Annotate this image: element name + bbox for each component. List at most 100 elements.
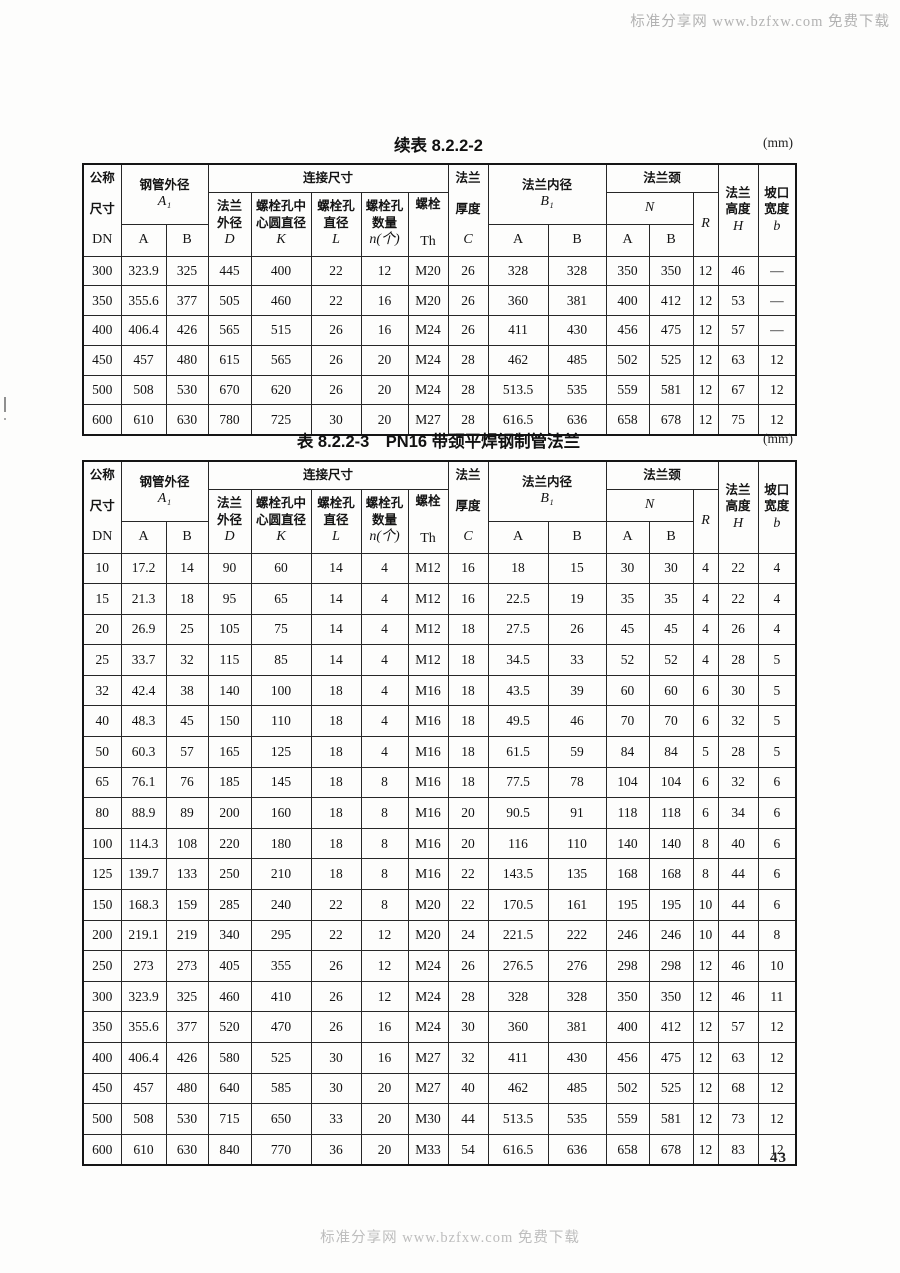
table-cell: 46 xyxy=(717,980,759,1013)
table-cell: 39 xyxy=(547,674,607,707)
table-cell: 16 xyxy=(360,1042,409,1074)
table-cell: M12 xyxy=(407,552,449,585)
table-cell: 91 xyxy=(547,797,607,829)
table-cell: 350 xyxy=(648,980,694,1013)
table-cell: 65 xyxy=(250,583,312,615)
table-cell: 170.5 xyxy=(487,889,549,921)
table-row: 32 42.4 38 140 100 18 4 M16 18 43.5 39 60 60 6 30 5 xyxy=(82,674,797,707)
table-cell: 381 xyxy=(547,1011,607,1043)
table-cell: 525 xyxy=(648,344,694,376)
table-cell: 298 xyxy=(605,950,650,982)
table-cell: 150 xyxy=(207,705,252,738)
table-row: 20 26.9 25 105 75 14 4 M12 18 27.5 26 45 45 4 26 4 xyxy=(82,613,797,646)
table-cell: 21.3 xyxy=(120,583,167,615)
table-cell: M16 xyxy=(407,797,449,829)
table-cell: 20 xyxy=(360,1103,409,1135)
table-cell: 12 xyxy=(692,1011,719,1043)
table-cell: 412 xyxy=(648,1011,694,1043)
table-cell: 4 xyxy=(360,583,409,615)
table-cell: 12 xyxy=(692,285,719,317)
table-cell: 18 xyxy=(165,583,209,615)
table-cell: 95 xyxy=(207,583,252,615)
table-cell: M27 xyxy=(407,404,449,436)
table-cell: 12 xyxy=(757,344,797,376)
table-cell: 83 xyxy=(717,1133,759,1166)
table-cell: 57 xyxy=(717,315,759,346)
table-cell: 400 xyxy=(82,1042,122,1074)
column-header-bore: 法兰内径 B₁ xyxy=(487,163,607,225)
table-cell: 140 xyxy=(648,827,694,860)
table-cell: 84 xyxy=(605,736,650,768)
table-cell: 25 xyxy=(165,613,209,646)
table-cell: 6 xyxy=(692,797,719,829)
table-cell: 456 xyxy=(605,1042,650,1074)
table-cell: 104 xyxy=(605,766,650,799)
table-cell: M24 xyxy=(407,950,449,982)
table-cell: 515 xyxy=(250,315,312,346)
table-cell: 12 xyxy=(692,255,719,287)
table-cell: 125 xyxy=(250,736,312,768)
table-row: 50 60.3 57 165 125 18 4 M16 18 61.5 59 84 84 5 28 5 xyxy=(82,736,797,768)
subcolumn-neck-b: B xyxy=(648,520,694,554)
table-cell: 4 xyxy=(360,552,409,585)
table-cell: 53 xyxy=(717,285,759,317)
table-cell: 12 xyxy=(692,1103,719,1135)
table-cell: 115 xyxy=(207,644,252,676)
table-cell: 456 xyxy=(605,315,650,346)
table-cell: 22.5 xyxy=(487,583,549,615)
table-cell: 14 xyxy=(310,613,362,646)
column-header-dn: 公称 尺寸 DN xyxy=(82,460,122,554)
table-row: 300 323.9 325 460 410 26 12 M24 28 328 328 350 350 12… xyxy=(82,980,797,1013)
table-cell: 20 xyxy=(360,404,409,436)
column-header-r: R xyxy=(692,488,719,554)
table-cell: 20 xyxy=(447,827,489,860)
table-cell: 80 xyxy=(82,797,122,829)
table-cell: 410 xyxy=(250,980,312,1013)
table-cell: 10 xyxy=(692,889,719,921)
table-row: 25 33.7 32 115 85 14 4 M12 18 34.5 33 52 52 4 28 5 xyxy=(82,644,797,676)
table-cell: 323.9 xyxy=(120,255,167,287)
table-cell: M16 xyxy=(407,766,449,799)
table-cell: 44 xyxy=(717,889,759,921)
table-cell: 636 xyxy=(547,1133,607,1166)
table-cell: 50 xyxy=(82,736,122,768)
table-cell: 14 xyxy=(310,583,362,615)
table-cell: 18 xyxy=(447,736,489,768)
table-cell: 222 xyxy=(547,919,607,952)
table-cell: 12 xyxy=(692,1042,719,1074)
table-cell: M12 xyxy=(407,613,449,646)
table-cell: 168.3 xyxy=(120,889,167,921)
table-cell: 135 xyxy=(547,858,607,891)
table-cell: 457 xyxy=(120,344,167,376)
table-cell: 22 xyxy=(717,583,759,615)
table-row: 600 610 630 840 770 36 20 M33 54 616.5 636 658 678 12… xyxy=(82,1133,797,1166)
table-cell: 770 xyxy=(250,1133,312,1166)
table-cell: 840 xyxy=(207,1133,252,1166)
table-cell: 20 xyxy=(360,344,409,376)
table-cell: 30 xyxy=(447,1011,489,1043)
column-header-neck: 法兰颈 xyxy=(605,163,719,193)
table-cell: 500 xyxy=(82,1103,122,1135)
subcolumn-bore-a: A xyxy=(487,223,549,257)
table-cell: 60 xyxy=(648,674,694,707)
table-cell: 328 xyxy=(487,255,549,287)
table-cell: 15 xyxy=(82,583,122,615)
table-cell: 44 xyxy=(717,858,759,891)
subcolumn-pipe-b: B xyxy=(165,223,209,257)
table-cell: 114.3 xyxy=(120,827,167,860)
table-cell: 46 xyxy=(717,255,759,287)
table-cell: 328 xyxy=(547,255,607,287)
table-cell: 59 xyxy=(547,736,607,768)
table-cell: 250 xyxy=(207,858,252,891)
table-cell: 110 xyxy=(547,827,607,860)
table-cell: M16 xyxy=(407,705,449,738)
table-cell: 462 xyxy=(487,344,549,376)
table-cell: 381 xyxy=(547,285,607,317)
table-cell: M24 xyxy=(407,374,449,406)
table-cell: 636 xyxy=(547,404,607,436)
table-cell: 45 xyxy=(605,613,650,646)
table-cell: 46 xyxy=(547,705,607,738)
table-cell: 6 xyxy=(692,674,719,707)
table-cell: 485 xyxy=(547,1072,607,1105)
table-cell: 350 xyxy=(648,255,694,287)
